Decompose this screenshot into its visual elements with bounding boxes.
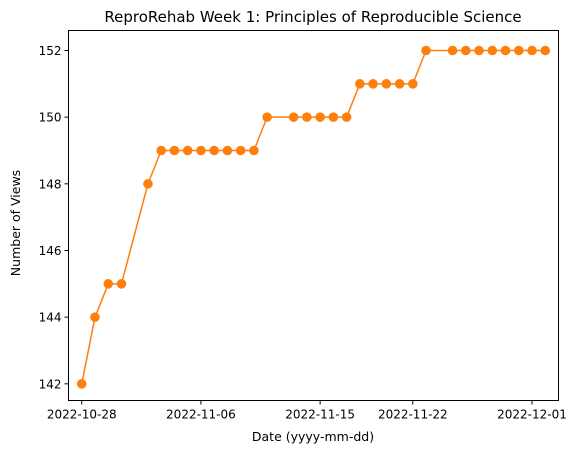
data-point xyxy=(368,79,378,89)
data-point xyxy=(341,112,352,122)
ticks-layer: 2022-10-28 2022-11-06 2022-11-15 2022-11-22… xyxy=(39,44,567,422)
data-point xyxy=(394,79,405,89)
x-tick-label: 2022-11-06 xyxy=(166,408,236,422)
data-point xyxy=(196,145,206,156)
data-point xyxy=(222,145,233,156)
data-point xyxy=(262,112,272,122)
data-point xyxy=(169,145,180,156)
data-point xyxy=(421,45,431,56)
data-point xyxy=(103,279,114,289)
lines-layer xyxy=(81,49,546,384)
series-line xyxy=(81,49,546,384)
data-point xyxy=(540,45,551,56)
data-point xyxy=(355,79,365,89)
data-point xyxy=(288,112,299,122)
data-point xyxy=(460,45,471,56)
x-tick-label: 2022-12-01 xyxy=(497,408,567,422)
data-point xyxy=(302,112,312,122)
chart-title: ReproRehab Week 1: Principles of Reprodu… xyxy=(104,8,521,26)
data-point xyxy=(474,45,484,56)
data-point xyxy=(487,45,498,56)
x-tick-label: 2022-10-28 xyxy=(47,408,117,422)
data-point xyxy=(447,45,458,56)
data-point xyxy=(90,312,100,322)
data-point xyxy=(513,45,524,56)
y-axis-label: Number of Views xyxy=(8,170,23,276)
y-tick-label: 148 xyxy=(39,177,62,191)
data-point xyxy=(156,145,167,156)
y-tick-label: 150 xyxy=(39,111,62,125)
data-point xyxy=(143,179,153,189)
data-point xyxy=(116,279,127,289)
data-point xyxy=(76,379,87,389)
data-point xyxy=(182,145,193,156)
data-point xyxy=(328,112,339,122)
data-point xyxy=(500,45,511,56)
data-point xyxy=(249,145,259,156)
data-point xyxy=(315,112,325,122)
plot-frame xyxy=(68,30,559,401)
x-tick-label: 2022-11-15 xyxy=(285,408,355,422)
y-tick-label: 152 xyxy=(39,44,62,58)
y-tick-label: 146 xyxy=(39,244,62,258)
data-point xyxy=(381,79,392,89)
y-tick-label: 142 xyxy=(39,377,62,391)
x-axis-label: Date (yyyy-mm-dd) xyxy=(252,429,374,444)
y-tick-label: 144 xyxy=(39,311,62,325)
data-point xyxy=(235,145,246,156)
data-point xyxy=(408,79,418,89)
data-point xyxy=(527,45,537,56)
markers-layer xyxy=(76,45,551,389)
data-point xyxy=(209,145,219,156)
x-tick-label: 2022-11-22 xyxy=(378,408,448,422)
